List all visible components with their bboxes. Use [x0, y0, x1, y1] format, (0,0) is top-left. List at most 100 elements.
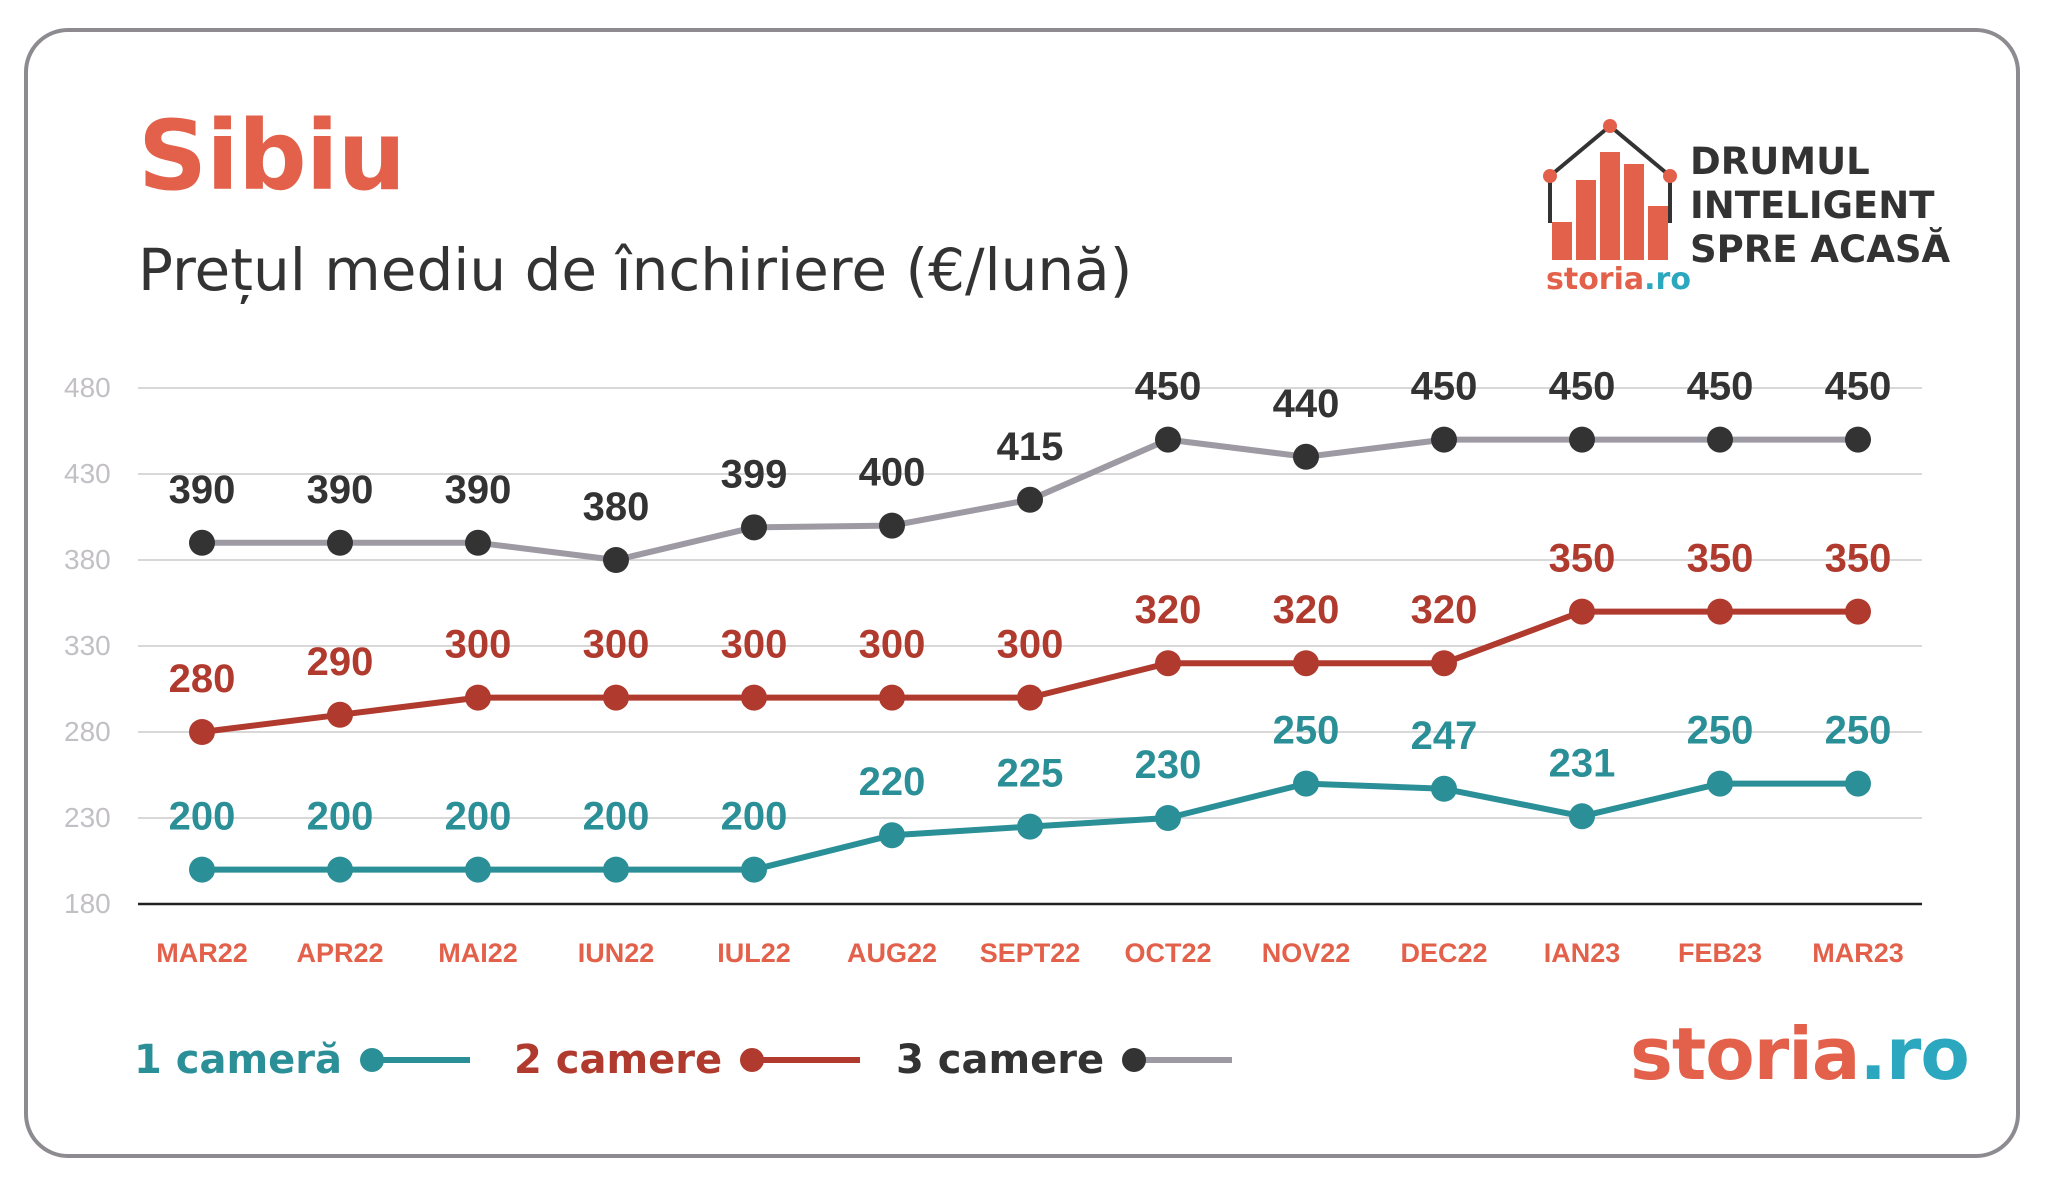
data-label-3: 380	[583, 485, 650, 529]
data-label-3: 450	[1687, 365, 1754, 409]
data-point-2	[1155, 650, 1181, 677]
data-point-3	[1707, 426, 1733, 453]
x-tick-label: SEPT22	[980, 938, 1081, 968]
data-point-3	[1845, 426, 1871, 453]
x-tick-label: IUN22	[578, 938, 655, 968]
data-label-1: 225	[997, 752, 1064, 796]
data-label-3: 450	[1825, 365, 1892, 409]
data-label-1: 230	[1135, 743, 1202, 787]
legend-item-3-camere: 3 camere	[896, 1030, 1238, 1090]
data-label-1: 200	[583, 795, 650, 839]
data-label-1: 250	[1687, 709, 1754, 753]
y-tick-label: 330	[64, 630, 111, 661]
data-label-1: 200	[445, 795, 512, 839]
x-tick-label: NOV22	[1262, 938, 1351, 968]
data-point-1	[1707, 770, 1733, 797]
data-point-2	[189, 719, 215, 745]
data-label-3: 450	[1549, 365, 1616, 409]
x-tick-label: DEC22	[1400, 938, 1487, 968]
data-label-2: 300	[445, 623, 512, 667]
data-label-1: 200	[721, 795, 788, 839]
storia-logo-footer: storia.ro	[1630, 1012, 1970, 1096]
data-point-2	[603, 684, 629, 711]
legend-label-3-camere: 3 camere	[896, 1037, 1105, 1083]
data-point-1	[465, 856, 491, 883]
x-tick-label: AUG22	[847, 938, 937, 968]
data-label-3: 399	[721, 452, 788, 496]
y-tick-label: 230	[64, 802, 111, 833]
x-tick-label: FEB23	[1678, 938, 1762, 968]
y-tick-label: 480	[64, 372, 111, 403]
data-point-2	[741, 684, 767, 711]
data-point-3	[465, 529, 491, 556]
data-point-2	[327, 701, 353, 728]
data-label-3: 440	[1273, 382, 1340, 426]
data-point-2	[1431, 650, 1457, 677]
slogan-line-2: INTELIGENT	[1690, 184, 1935, 227]
data-label-2: 320	[1273, 588, 1340, 632]
y-tick-label: 280	[64, 716, 111, 747]
data-point-3	[741, 514, 767, 541]
slogan: DRUMUL INTELIGENT SPRE ACASĂ	[1690, 140, 1950, 272]
data-point-1	[189, 856, 215, 883]
x-tick-label: MAI22	[438, 938, 518, 968]
slogan-line-1: DRUMUL	[1690, 140, 1870, 183]
data-point-2	[1845, 598, 1871, 625]
y-tick-label: 430	[64, 458, 111, 489]
x-tick-label: MAR22	[156, 938, 248, 968]
data-point-3	[1569, 426, 1595, 453]
data-point-1	[1569, 803, 1595, 830]
data-label-1: 250	[1825, 709, 1892, 753]
legend-marker-2-camere-icon	[740, 1048, 861, 1072]
legend-item-2-camere: 2 camere	[514, 1030, 866, 1090]
data-point-3	[327, 529, 353, 556]
data-point-3	[189, 529, 215, 556]
data-label-3: 450	[1411, 365, 1478, 409]
data-point-1	[1017, 813, 1043, 840]
data-point-2	[879, 684, 905, 711]
y-tick-label: 180	[64, 888, 111, 919]
data-label-2: 350	[1825, 537, 1892, 581]
x-tick-label: IUL22	[717, 938, 791, 968]
x-tick-label: MAR23	[1812, 938, 1904, 968]
data-point-3	[603, 547, 629, 573]
data-label-2: 290	[307, 640, 374, 684]
data-label-1: 200	[307, 795, 374, 839]
data-label-1: 220	[859, 760, 926, 804]
data-point-1	[879, 822, 905, 849]
data-point-1	[1155, 805, 1181, 831]
data-label-2: 280	[169, 657, 236, 701]
data-point-2	[1017, 684, 1043, 711]
legend-label-2-camere: 2 camere	[514, 1037, 723, 1083]
data-label-2: 350	[1687, 537, 1754, 581]
data-label-2: 300	[583, 623, 650, 667]
data-label-2: 320	[1135, 588, 1202, 632]
data-label-3: 450	[1135, 365, 1202, 409]
slogan-line-3: SPRE ACASĂ	[1690, 228, 1951, 271]
storia-house-logo-icon	[1543, 119, 1677, 260]
data-point-3	[879, 512, 905, 539]
data-label-3: 415	[997, 425, 1064, 469]
data-label-2: 300	[859, 623, 926, 667]
chart-card	[24, 28, 2020, 1158]
data-label-2: 300	[997, 623, 1064, 667]
storia-logo-text-small: storia.ro	[1546, 262, 1691, 297]
data-point-3	[1155, 426, 1181, 453]
data-label-2: 350	[1549, 537, 1616, 581]
data-point-3	[1017, 486, 1043, 513]
chart-subtitle: Prețul mediu de închiriere (€/lună)	[138, 236, 1133, 304]
data-point-1	[603, 856, 629, 883]
data-point-1	[327, 856, 353, 883]
data-point-2	[1293, 650, 1319, 677]
x-tick-label: IAN23	[1544, 938, 1621, 968]
page-title: Sibiu	[138, 100, 406, 212]
data-point-2	[1569, 598, 1595, 625]
data-point-3	[1431, 426, 1457, 453]
x-tick-label: OCT22	[1124, 938, 1211, 968]
data-label-3: 400	[859, 451, 926, 495]
data-point-3	[1293, 443, 1319, 470]
data-label-3: 390	[169, 468, 236, 512]
y-tick-label: 380	[64, 544, 111, 575]
data-label-1: 200	[169, 795, 236, 839]
